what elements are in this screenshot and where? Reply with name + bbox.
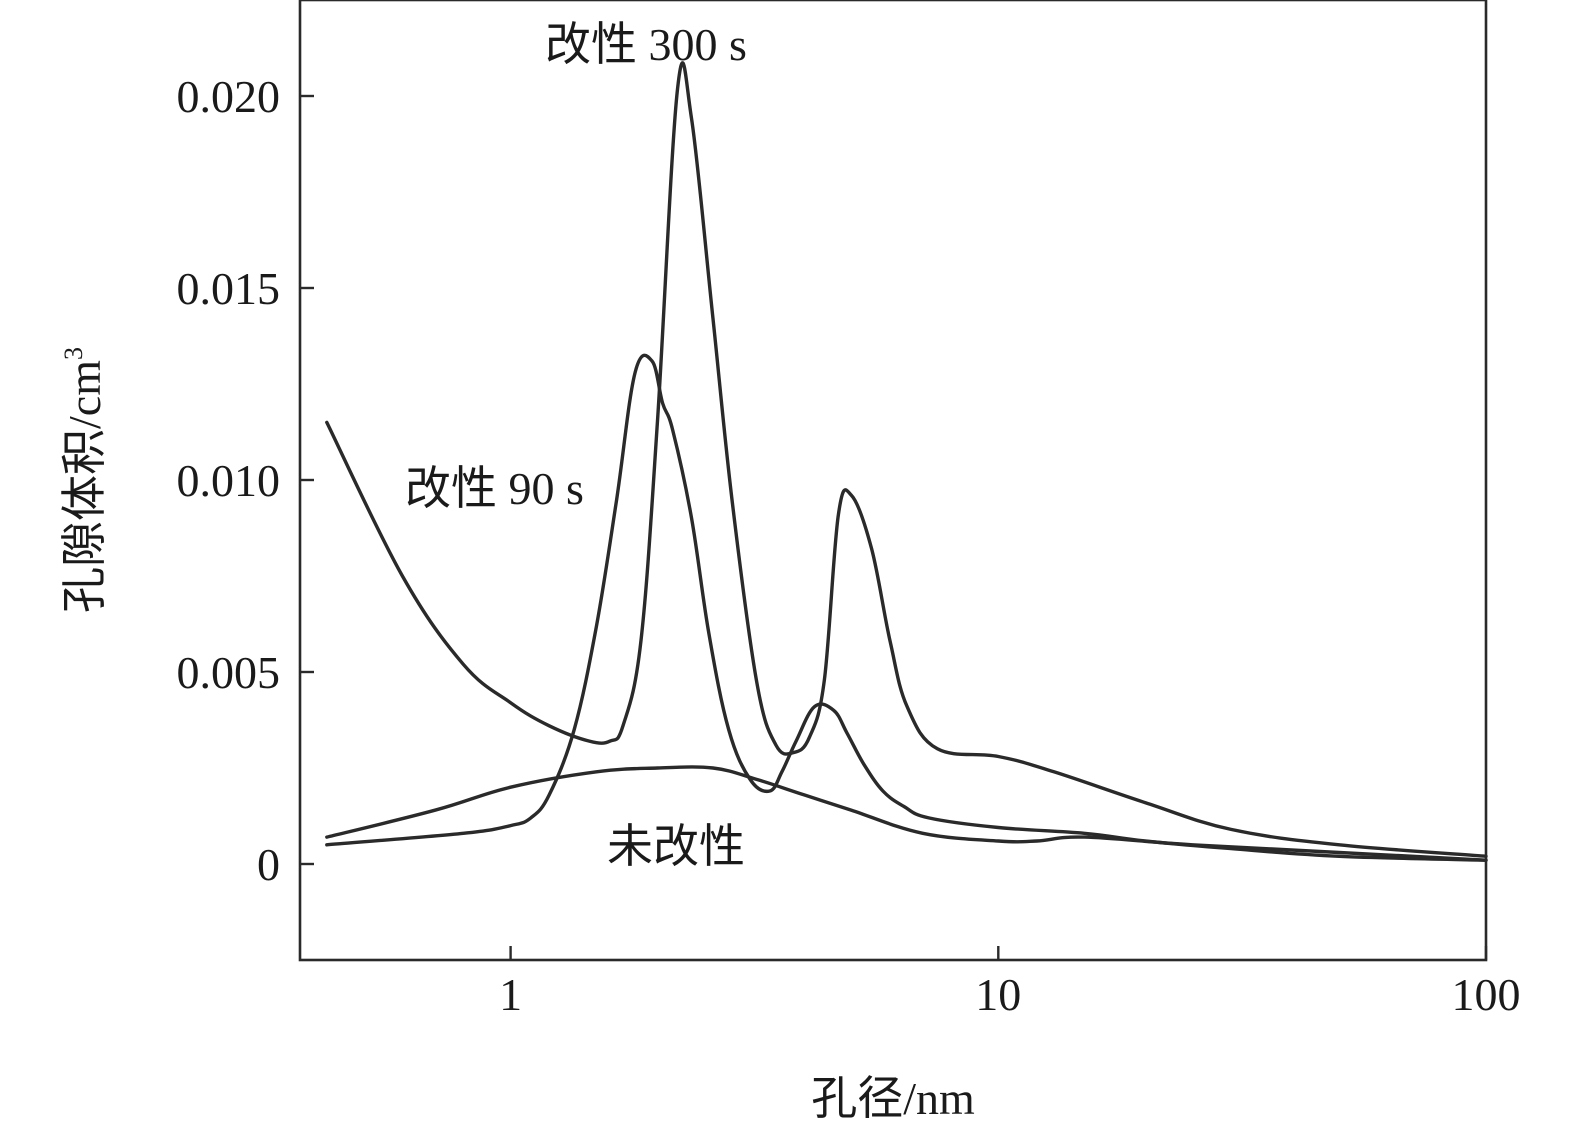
series-layer xyxy=(325,61,1488,862)
series-modified-90s-line xyxy=(325,61,1488,858)
x-tick-label: 1 xyxy=(499,969,522,1020)
y-tick-label: 0.015 xyxy=(177,263,281,314)
x-axis-ticks: 1 10 100 xyxy=(499,946,1521,1020)
annotation-300s: 改性 300 s xyxy=(545,19,747,70)
y-tick-label: 0.005 xyxy=(177,647,281,698)
series-unmodified-line xyxy=(325,765,1488,862)
y-tick-label: 0.020 xyxy=(177,71,281,122)
y-axis-title-superscript: 3 xyxy=(59,347,88,360)
x-tick-label: 100 xyxy=(1452,969,1521,1020)
y-axis-ticks: 0 0.005 0.010 0.015 0.020 xyxy=(177,71,314,890)
annotation-unmodified: 未改性 xyxy=(607,821,745,872)
y-tick-label: 0 xyxy=(257,839,280,890)
y-axis-title: 孔隙体积/cm3 xyxy=(59,347,110,613)
y-axis-title-main: 孔隙体积/cm xyxy=(59,360,110,613)
annotation-90s: 改性 90 s xyxy=(405,463,584,514)
series-modified-300s-line xyxy=(325,353,1488,862)
x-axis-title: 孔径/nm xyxy=(811,1073,975,1124)
x-tick-label: 10 xyxy=(975,969,1021,1020)
y-tick-label: 0.010 xyxy=(177,455,281,506)
